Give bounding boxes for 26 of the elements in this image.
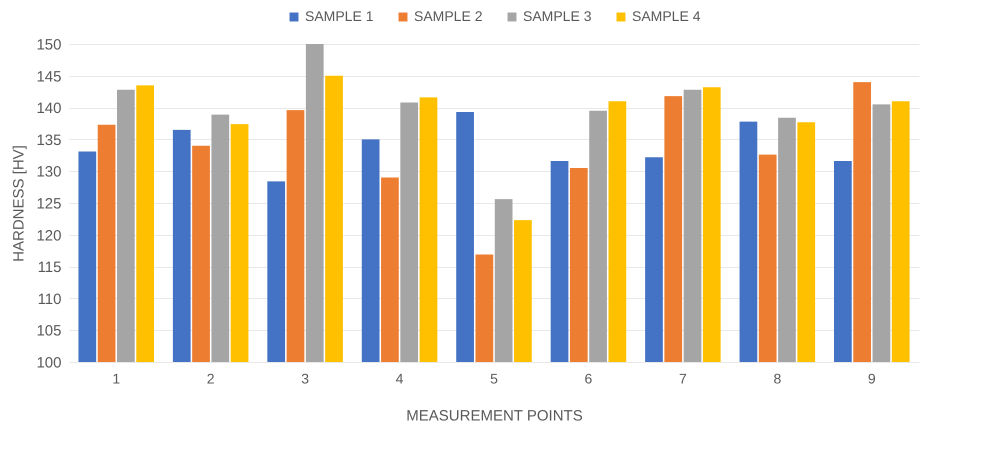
x-tick-label: 7: [678, 370, 687, 386]
x-tick-label: 3: [301, 370, 310, 386]
x-tick-label: 4: [396, 370, 404, 386]
y-tick-label: 125: [36, 196, 62, 212]
y-tick-label: 105: [36, 322, 62, 340]
y-tick-label: 150: [36, 36, 62, 54]
x-tick-label: 2: [206, 370, 215, 386]
y-tick-label: 130: [36, 164, 62, 181]
x-tick-label: 8: [773, 370, 782, 386]
legend-label: SAMPLE 3: [523, 8, 592, 24]
y-tick-label: 100: [36, 354, 62, 372]
y-tick-label: 145: [36, 68, 62, 86]
x-tick-label: 9: [868, 370, 876, 386]
legend-label: SAMPLE 2: [414, 8, 483, 24]
y-axis-title: HARDNESS [HV]: [10, 145, 28, 262]
x-tick-label: 6: [584, 370, 593, 386]
x-tick-label: 1: [112, 370, 120, 386]
y-tick-label: 135: [36, 132, 62, 149]
y-tick-label: 140: [36, 100, 62, 118]
legend-label: SAMPLE 1: [305, 8, 374, 24]
x-axis-title: MEASUREMENT POINTS: [406, 408, 583, 424]
legend-label: SAMPLE 4: [632, 8, 701, 24]
x-tick-label: 5: [490, 370, 498, 386]
y-tick-label: 120: [36, 227, 62, 244]
y-tick-label: 110: [38, 290, 62, 308]
y-tick-label: 115: [38, 259, 62, 276]
